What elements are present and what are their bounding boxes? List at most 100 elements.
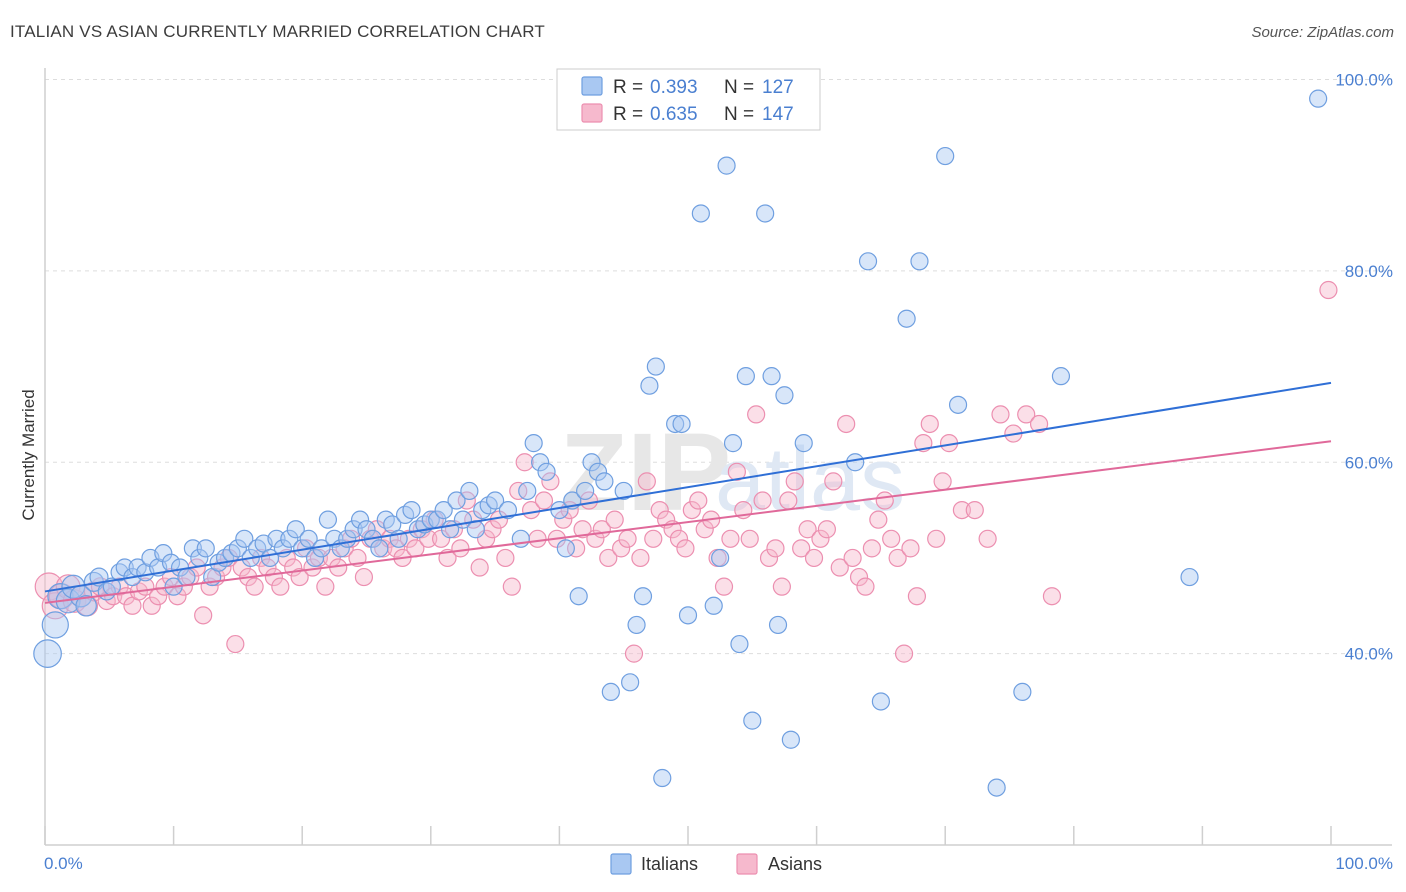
point-asians-126	[849, 567, 869, 587]
point-italians-114	[910, 252, 929, 271]
point-italians-95	[678, 606, 698, 625]
point-asians-49	[354, 567, 374, 587]
legend-r-value-italians: 0.393	[650, 77, 698, 98]
point-asians-91	[624, 644, 644, 663]
point-asians-144	[991, 405, 1010, 424]
point-asians-90	[618, 529, 637, 548]
point-asians-77	[534, 491, 554, 510]
legend-swatch-italians	[581, 76, 603, 96]
point-asians-71	[496, 548, 515, 568]
point-asians-109	[740, 529, 759, 548]
point-italians-0	[33, 639, 62, 668]
point-asians-130	[875, 491, 894, 510]
point-italians-73	[518, 481, 537, 501]
point-italians-115	[936, 146, 955, 166]
point-italians-87	[621, 673, 640, 692]
point-italians-18	[154, 544, 173, 563]
point-asians-121	[817, 520, 836, 539]
point-italians-78	[556, 539, 575, 558]
point-italians-23	[183, 539, 202, 558]
point-italians-49	[350, 510, 370, 529]
point-asians-105	[714, 577, 734, 596]
point-asians-24	[194, 606, 213, 625]
point-asians-123	[830, 558, 849, 577]
trend-lines	[44, 381, 1332, 604]
y-tick-label-0: 40.0%	[1345, 645, 1393, 664]
point-asians-87	[599, 548, 618, 568]
point-asians-139	[933, 472, 952, 491]
legend-row-italians: R = 0.393 N = 127	[581, 76, 794, 98]
point-asians-64	[451, 539, 470, 558]
point-asians-80	[554, 510, 573, 529]
point-asians-146	[1017, 405, 1036, 424]
point-asians-129	[869, 510, 888, 529]
point-asians-99	[676, 539, 695, 558]
point-italians-102	[736, 367, 755, 386]
point-italians-86	[614, 481, 633, 501]
point-asians-148	[1042, 587, 1062, 606]
point-italians-109	[794, 434, 813, 453]
tick-labels: 40.0% 60.0% 80.0% 100.0% 0.0% 100.0%	[44, 71, 1393, 874]
point-italians-31	[235, 529, 254, 548]
point-italians-70	[486, 491, 505, 510]
series-legend: Italians Asians	[610, 853, 822, 875]
point-italians-89	[633, 587, 653, 606]
point-italians-100	[723, 434, 743, 453]
bottom-legend-label-italians: Italians	[641, 854, 698, 874]
legend-r-value-asians: 0.635	[650, 104, 698, 125]
point-asians-95	[650, 500, 669, 520]
point-italians-30	[228, 539, 247, 558]
point-asians-88	[605, 510, 624, 529]
point-asians-75	[522, 500, 541, 520]
point-asians-110	[747, 405, 766, 424]
point-italians-119	[1051, 367, 1071, 386]
axes	[44, 68, 1392, 846]
y-tick-label-2: 80.0%	[1345, 262, 1393, 281]
point-italians-74	[524, 434, 543, 453]
point-italians-42	[305, 548, 325, 568]
point-italians-64	[447, 491, 466, 510]
stats-legend: R = 0.393 N = 127 R = 0.635 N = 147	[556, 68, 821, 131]
point-asians-112	[759, 548, 779, 568]
point-asians-149	[1319, 280, 1338, 300]
trend-line-asians	[44, 440, 1332, 604]
point-asians-98	[669, 529, 689, 548]
legend-n-label-italians: N =	[724, 77, 754, 98]
point-italians-41	[299, 529, 318, 548]
point-italians-48	[344, 520, 363, 539]
point-italians-36	[267, 529, 286, 548]
point-asians-142	[965, 500, 984, 520]
point-asians-32	[245, 577, 264, 596]
point-asians-20	[168, 587, 187, 606]
point-asians-107	[727, 462, 746, 481]
y-axis-title: Currently Married	[19, 389, 38, 520]
point-italians-81	[576, 481, 595, 501]
point-italians-90	[640, 376, 659, 395]
point-asians-82	[567, 539, 586, 558]
point-italians-85	[601, 682, 620, 702]
point-asians-106	[721, 529, 740, 548]
point-asians-132	[888, 548, 907, 568]
legend-n-value-italians: 127	[762, 77, 794, 98]
point-italians-121	[1309, 89, 1328, 108]
point-italians-112	[871, 692, 891, 711]
point-italians-39	[286, 520, 305, 539]
point-italians-38	[280, 529, 299, 548]
point-asians-124	[837, 414, 856, 434]
point-italians-117	[987, 778, 1006, 797]
point-italians-103	[743, 711, 762, 730]
point-asians-134	[901, 539, 920, 558]
point-italians-108	[781, 730, 800, 749]
point-italians-92	[653, 768, 672, 788]
chart-title: ITALIAN VS ASIAN CURRENTLY MARRIED CORRE…	[10, 22, 545, 41]
trend-line-italians	[44, 381, 1332, 593]
point-asians-89	[612, 539, 631, 558]
point-asians-76	[528, 529, 547, 548]
legend-row-asians: R = 0.635 N = 147	[581, 103, 794, 125]
point-italians-98	[711, 548, 730, 568]
legend-n-label-asians: N =	[724, 104, 754, 125]
point-italians-93	[666, 414, 685, 434]
point-italians-25	[196, 539, 215, 558]
point-italians-94	[672, 414, 691, 434]
point-asians-117	[792, 539, 811, 558]
